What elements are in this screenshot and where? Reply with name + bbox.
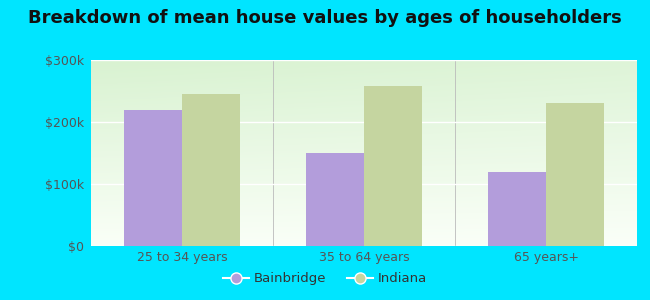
Bar bbox=[124, 110, 182, 246]
Bar bbox=[182, 94, 240, 246]
Bar bbox=[546, 103, 604, 246]
Text: Breakdown of mean house values by ages of householders: Breakdown of mean house values by ages o… bbox=[28, 9, 622, 27]
Bar bbox=[364, 86, 423, 246]
Bar bbox=[488, 172, 546, 246]
Bar bbox=[306, 153, 364, 246]
Legend: Bainbridge, Indiana: Bainbridge, Indiana bbox=[217, 267, 433, 290]
